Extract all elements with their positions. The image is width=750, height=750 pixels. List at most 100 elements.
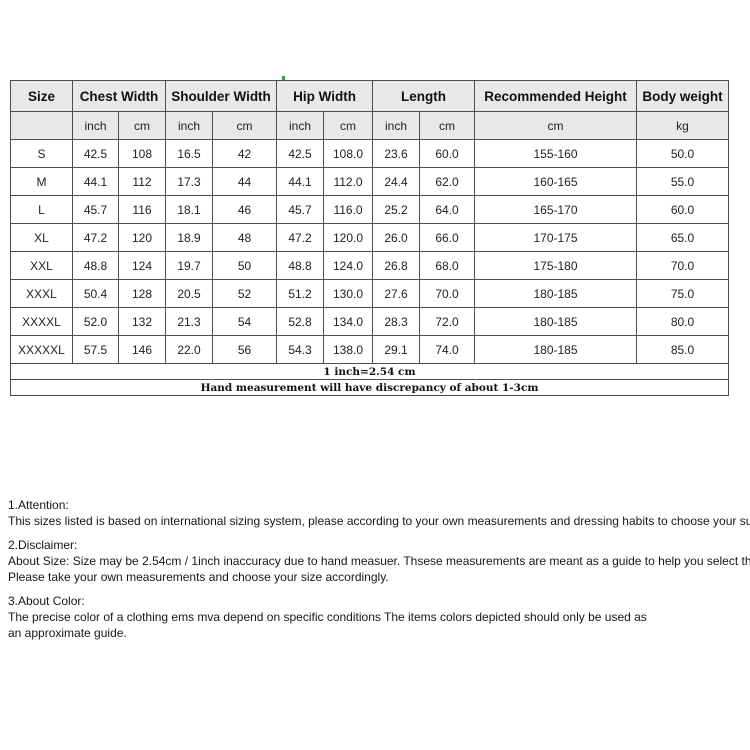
note-about-color: 3.About Color: The precise color of a cl… xyxy=(8,593,750,641)
table-body: S 42.5 108 16.5 42 42.5 108.0 23.6 60.0 155-160 50… xyxy=(10,139,730,364)
table-header-row: Size Chest Width Shoulder Width Hip Widt… xyxy=(10,80,730,112)
table-row: XXXXXL 57.5 146 22.0 56 54.3 138.0 29.1 74.0 180-… xyxy=(10,335,730,364)
table-cell: 26.0 xyxy=(372,223,421,252)
table-cell: 48.8 xyxy=(72,251,119,280)
notes-section: 1.Attention: This sizes listed is based … xyxy=(8,497,750,649)
unit-cell-height-cm: cm xyxy=(474,111,638,140)
green-speck-artifact xyxy=(282,76,285,80)
table-cell: 134.0 xyxy=(322,307,374,336)
table-cell: XXXL xyxy=(10,279,73,308)
footnote-inch-conversion: 1 inch=2.54 cm xyxy=(9,363,730,380)
table-row: XXXL 50.4 128 20.5 52 51.2 130.0 27.6 70.0 180-18… xyxy=(10,279,730,308)
note-text: an approximate guide. xyxy=(8,626,127,640)
table-cell: 51.2 xyxy=(276,279,324,308)
table-cell: 146 xyxy=(118,335,166,364)
table-cell: 27.6 xyxy=(372,279,421,308)
note-disclaimer: 2.Disclaimer: About Size: Size may be 2.… xyxy=(8,537,750,585)
table-cell: 70.0 xyxy=(636,251,730,280)
table-cell: 18.1 xyxy=(165,195,213,224)
table-cell: 138.0 xyxy=(322,335,374,364)
column-header-recommended-height: Recommended Height xyxy=(474,80,638,112)
table-cell: 45.7 xyxy=(72,195,119,224)
table-cell: 62.0 xyxy=(419,167,476,196)
table-cell: 60.0 xyxy=(419,139,476,168)
table-cell: 74.0 xyxy=(419,335,476,364)
table-cell: 128 xyxy=(118,279,166,308)
table-cell: 20.5 xyxy=(165,279,213,308)
table-cell: M xyxy=(10,167,73,196)
table-cell: 42 xyxy=(212,139,277,168)
table-footnote-row: 1 inch=2.54 cm xyxy=(9,363,730,380)
table-cell: 124 xyxy=(118,251,166,280)
table-cell: 60.0 xyxy=(636,195,730,224)
table-row: S 42.5 108 16.5 42 42.5 108.0 23.6 60.0 155-160 50… xyxy=(10,139,730,168)
table-cell: 42.5 xyxy=(72,139,119,168)
table-cell: XXXXL xyxy=(10,307,73,336)
table-cell: 19.7 xyxy=(165,251,213,280)
table-cell: 48.8 xyxy=(276,251,324,280)
table-cell: 120.0 xyxy=(322,223,374,252)
column-header-shoulder-width: Shoulder Width xyxy=(165,80,277,112)
table-unit-row: inch cm inch cm inch cm inch cm cm kg xyxy=(10,111,730,140)
unit-cell-hip-inch: inch xyxy=(276,111,324,140)
table-row: M 44.1 112 17.3 44 44.1 112.0 24.4 62.0 160-165 55… xyxy=(10,167,730,196)
table-cell: 17.3 xyxy=(165,167,213,196)
table-cell: 46 xyxy=(212,195,277,224)
note-heading: 3.About Color: xyxy=(8,594,85,608)
table-cell: 50.0 xyxy=(636,139,730,168)
table-cell: 54 xyxy=(212,307,277,336)
table-cell: 160-165 xyxy=(474,167,638,196)
unit-cell-shoulder-inch: inch xyxy=(165,111,213,140)
table-row: L 45.7 116 18.1 46 45.7 116.0 25.2 64.0 165-170 60… xyxy=(10,195,730,224)
table-cell: 24.4 xyxy=(372,167,421,196)
unit-cell-shoulder-cm: cm xyxy=(212,111,277,140)
table-cell: 26.8 xyxy=(372,251,421,280)
table-cell: 170-175 xyxy=(474,223,638,252)
table-cell: 64.0 xyxy=(419,195,476,224)
unit-cell-length-inch: inch xyxy=(372,111,421,140)
table-cell: 47.2 xyxy=(276,223,324,252)
table-cell: 180-185 xyxy=(474,307,638,336)
table-cell: 50.4 xyxy=(72,279,119,308)
table-cell: 54.3 xyxy=(276,335,324,364)
table-cell: 108.0 xyxy=(322,139,374,168)
table-cell: 42.5 xyxy=(276,139,324,168)
unit-cell-hip-cm: cm xyxy=(322,111,374,140)
footnote-hand-measurement: Hand measurement will have discrepancy o… xyxy=(9,379,730,396)
table-cell: 44 xyxy=(212,167,277,196)
table-cell: 57.5 xyxy=(72,335,119,364)
table-cell: 18.9 xyxy=(165,223,213,252)
column-header-chest-width: Chest Width xyxy=(72,80,166,112)
table-cell: 16.5 xyxy=(165,139,213,168)
table-row: XXXXL 52.0 132 21.3 54 52.8 134.0 28.3 72.0 180-1… xyxy=(10,307,730,336)
table-cell: 21.3 xyxy=(165,307,213,336)
table-cell: 48 xyxy=(212,223,277,252)
unit-cell-length-cm: cm xyxy=(419,111,476,140)
table-cell: 75.0 xyxy=(636,279,730,308)
table-cell: 116.0 xyxy=(322,195,374,224)
table-cell: 44.1 xyxy=(276,167,324,196)
table-footnote-row: Hand measurement will have discrepancy o… xyxy=(9,379,730,396)
table-cell: XXXXXL xyxy=(10,335,73,364)
table-cell: 55.0 xyxy=(636,167,730,196)
table-cell: 80.0 xyxy=(636,307,730,336)
table-cell: 112.0 xyxy=(322,167,374,196)
table-cell: 29.1 xyxy=(372,335,421,364)
table-cell: 180-185 xyxy=(474,279,638,308)
column-header-size: Size xyxy=(10,80,73,112)
table-cell: 52 xyxy=(212,279,277,308)
table-cell: 120 xyxy=(118,223,166,252)
table-row: XL 47.2 120 18.9 48 47.2 120.0 26.0 66.0 170-175 6… xyxy=(10,223,730,252)
table-cell: 44.1 xyxy=(72,167,119,196)
table-cell: 52.0 xyxy=(72,307,119,336)
table-cell: 132 xyxy=(118,307,166,336)
column-header-hip-width: Hip Width xyxy=(275,80,374,112)
table-cell: 52.8 xyxy=(276,307,324,336)
table-cell: 112 xyxy=(118,167,166,196)
table-cell: 50 xyxy=(212,251,277,280)
note-text: About Size: Size may be 2.54cm / 1inch i… xyxy=(8,554,750,568)
table-cell: 155-160 xyxy=(474,139,638,168)
size-chart-table: Size Chest Width Shoulder Width Hip Widt… xyxy=(9,80,730,396)
note-text: Please take your own measurements and ch… xyxy=(8,570,389,584)
